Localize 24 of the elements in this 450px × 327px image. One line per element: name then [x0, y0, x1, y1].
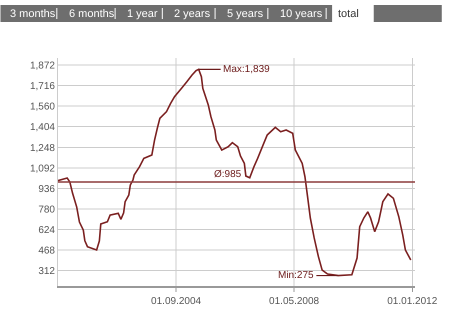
text: 3 months: [10, 8, 56, 20]
x-tick-label: 01.05.2008: [269, 296, 320, 307]
y-tick-label: 1,872: [30, 60, 56, 72]
y-tick-label: 936: [38, 184, 56, 195]
y-tick-label: 312: [38, 266, 56, 278]
y-tick-label: 1,092: [30, 163, 56, 174]
text: total: [338, 8, 359, 20]
text: 6 months: [69, 8, 115, 20]
y-tick-label: 1,404: [30, 122, 56, 134]
y-tick-label: 1,560: [30, 102, 56, 113]
ref-line-label: Ø:985: [214, 169, 242, 180]
x-tick-label: 01.01.2012: [387, 296, 438, 307]
annotation: Min:275: [278, 270, 314, 281]
text: 10 years: [280, 8, 323, 20]
y-tick-label: 780: [38, 204, 56, 216]
x-tick-label: 01.09.2004: [151, 296, 202, 307]
y-tick-label: 468: [38, 246, 56, 257]
text: 5 years: [227, 8, 264, 20]
y-tick-label: 1,248: [30, 142, 56, 154]
annotation: Max:1,839: [223, 64, 270, 75]
y-tick-label: 1,716: [30, 81, 56, 92]
y-tick-label: 624: [38, 225, 56, 236]
text: 2 years: [174, 8, 211, 20]
text: 1 year: [127, 8, 158, 20]
